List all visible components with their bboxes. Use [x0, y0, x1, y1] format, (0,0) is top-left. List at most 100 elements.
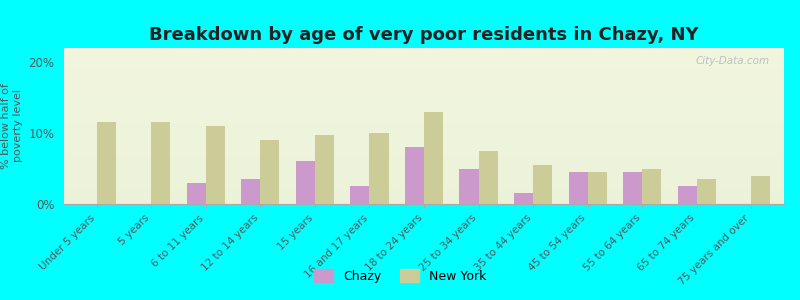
- Bar: [64, 157, 784, 159]
- Bar: [64, 101, 784, 103]
- Bar: [64, 173, 784, 174]
- Bar: [64, 65, 784, 67]
- Bar: [186, 183, 206, 204]
- Bar: [64, 184, 784, 185]
- Bar: [405, 147, 424, 204]
- Bar: [64, 129, 784, 131]
- Bar: [64, 128, 784, 129]
- Bar: [64, 62, 784, 64]
- Bar: [64, 140, 784, 142]
- Bar: [64, 181, 784, 182]
- Bar: [533, 165, 552, 204]
- Bar: [64, 195, 784, 196]
- Text: City-Data.com: City-Data.com: [695, 56, 770, 66]
- Bar: [64, 96, 784, 98]
- Bar: [64, 165, 784, 166]
- Bar: [64, 54, 784, 56]
- Bar: [64, 191, 784, 193]
- Bar: [64, 193, 784, 195]
- Bar: [64, 187, 784, 188]
- Bar: [64, 64, 784, 65]
- Bar: [64, 88, 784, 90]
- Bar: [64, 159, 784, 160]
- Bar: [296, 161, 315, 204]
- Bar: [64, 112, 784, 113]
- Bar: [64, 188, 784, 190]
- Bar: [64, 61, 784, 62]
- Bar: [64, 178, 784, 179]
- Bar: [64, 85, 784, 87]
- Bar: [64, 168, 784, 170]
- Bar: [260, 140, 279, 204]
- Bar: [64, 103, 784, 104]
- Bar: [64, 48, 784, 50]
- Bar: [64, 120, 784, 121]
- Bar: [64, 115, 784, 117]
- Bar: [370, 133, 389, 204]
- Bar: [623, 172, 642, 204]
- Bar: [64, 57, 784, 59]
- Bar: [64, 50, 784, 51]
- Bar: [64, 59, 784, 61]
- Bar: [64, 73, 784, 74]
- Bar: [64, 124, 784, 126]
- Bar: [678, 186, 697, 204]
- Bar: [151, 122, 170, 204]
- Bar: [64, 81, 784, 82]
- Bar: [64, 71, 784, 73]
- Bar: [315, 134, 334, 204]
- Bar: [588, 172, 606, 204]
- Bar: [64, 110, 784, 112]
- Bar: [64, 171, 784, 173]
- Bar: [64, 92, 784, 93]
- Bar: [459, 169, 478, 204]
- Bar: [64, 106, 784, 107]
- Bar: [751, 176, 770, 204]
- Bar: [64, 121, 784, 123]
- Bar: [242, 179, 260, 204]
- Bar: [64, 131, 784, 132]
- Bar: [64, 179, 784, 181]
- Bar: [64, 135, 784, 137]
- Bar: [64, 145, 784, 146]
- Bar: [64, 146, 784, 148]
- Bar: [64, 167, 784, 168]
- Bar: [64, 151, 784, 152]
- Bar: [64, 162, 784, 164]
- Bar: [64, 198, 784, 199]
- Legend: Chazy, New York: Chazy, New York: [309, 264, 491, 288]
- Bar: [64, 132, 784, 134]
- Bar: [64, 142, 784, 143]
- Bar: [64, 176, 784, 178]
- Bar: [64, 156, 784, 157]
- Bar: [64, 201, 784, 202]
- Bar: [64, 196, 784, 198]
- Bar: [64, 74, 784, 76]
- Bar: [64, 123, 784, 124]
- Bar: [64, 118, 784, 120]
- Bar: [64, 104, 784, 106]
- Bar: [697, 179, 716, 204]
- Bar: [64, 84, 784, 86]
- Title: Breakdown by age of very poor residents in Chazy, NY: Breakdown by age of very poor residents …: [149, 26, 699, 44]
- Bar: [64, 90, 784, 92]
- Bar: [64, 98, 784, 100]
- Bar: [64, 109, 784, 110]
- Bar: [64, 170, 784, 171]
- Y-axis label: % below half of
poverty level: % below half of poverty level: [1, 83, 22, 169]
- Bar: [350, 186, 370, 204]
- Bar: [64, 56, 784, 57]
- Bar: [64, 67, 784, 68]
- Bar: [64, 164, 784, 165]
- Bar: [64, 78, 784, 79]
- Bar: [64, 185, 784, 187]
- Bar: [514, 194, 533, 204]
- Bar: [64, 148, 784, 149]
- Bar: [64, 154, 784, 156]
- Bar: [64, 70, 784, 71]
- Bar: [64, 202, 784, 204]
- Bar: [64, 82, 784, 84]
- Bar: [64, 79, 784, 81]
- Bar: [97, 122, 116, 204]
- Bar: [64, 68, 784, 70]
